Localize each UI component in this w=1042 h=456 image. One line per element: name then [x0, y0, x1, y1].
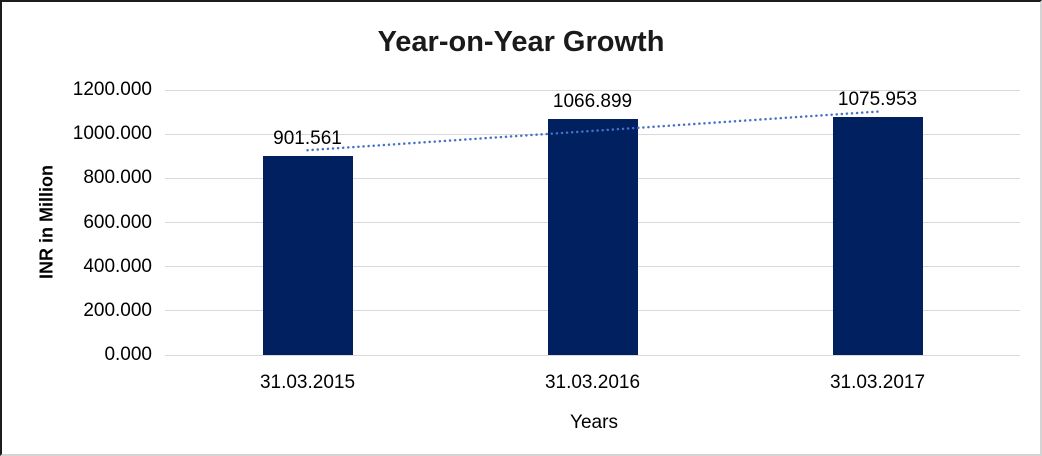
- y-tick-label: 600.000: [83, 211, 152, 233]
- bar-31.03.2016: [547, 119, 638, 355]
- y-tick-label: 400.000: [83, 255, 152, 277]
- bar-31.03.2017: [832, 117, 923, 355]
- gridline: [165, 354, 1020, 356]
- x-axis-title: Years: [570, 412, 618, 433]
- y-tick-label: 0.000: [104, 344, 152, 365]
- x-tick-label: 31.03.2015: [259, 372, 356, 393]
- data-label: 901.561: [273, 127, 342, 149]
- x-tick-label: 31.03.2017: [829, 372, 926, 393]
- data-label: 1066.899: [552, 91, 633, 113]
- bar-31.03.2015: [262, 155, 353, 355]
- x-tick-label: 31.03.2016: [544, 372, 641, 393]
- y-tick-label: 1000.000: [72, 123, 152, 145]
- y-tick-label: 1200.000: [72, 79, 152, 100]
- gridline: [165, 89, 1020, 91]
- chart-title: Year-on-Year Growth: [377, 26, 665, 58]
- data-label: 1075.953: [837, 89, 918, 111]
- y-tick-label: 200.000: [83, 299, 152, 321]
- y-tick-label: 800.000: [83, 167, 152, 189]
